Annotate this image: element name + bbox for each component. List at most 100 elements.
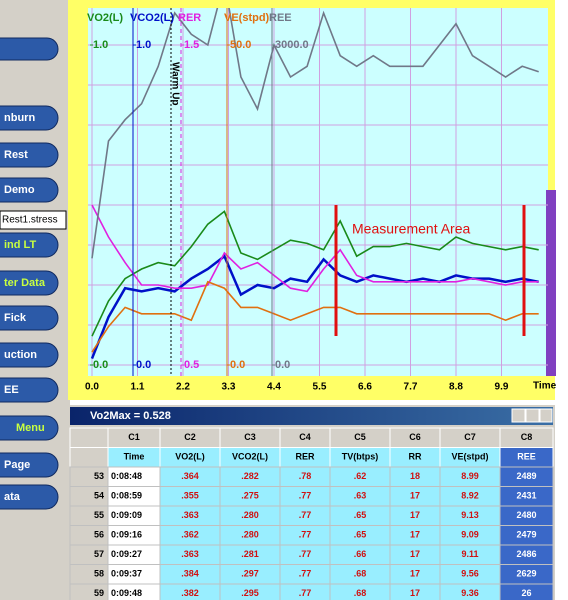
cell-text: .78 bbox=[299, 471, 312, 481]
maximize-button[interactable] bbox=[525, 408, 540, 423]
column-id: C3 bbox=[244, 432, 256, 442]
cell-text: 9.09 bbox=[461, 530, 479, 540]
button[interactable] bbox=[0, 270, 59, 296]
data-table: C1 Time C2 VO2(L) C3 VCO2(L) C4 RER C5 TV(btps) C6… bbox=[69, 427, 554, 600]
column-header: REE bbox=[517, 452, 536, 462]
column-header: TV(btps) bbox=[342, 452, 379, 462]
column-id: C7 bbox=[464, 432, 476, 442]
cell-text: 0:09:09 bbox=[111, 510, 142, 520]
series-name: VO2(L) bbox=[87, 12, 123, 24]
button-label: EE bbox=[4, 384, 19, 396]
column-header: VE(stpd) bbox=[452, 452, 489, 462]
cell-text: .65 bbox=[354, 510, 367, 520]
cell-text: 55 bbox=[94, 510, 104, 520]
cell-text: .66 bbox=[354, 549, 367, 559]
y-tick-label: 1.5 bbox=[184, 39, 199, 51]
cell-text: .363 bbox=[181, 510, 199, 520]
button-label: Rest bbox=[4, 149, 28, 161]
cell-text: 8.99 bbox=[461, 471, 479, 481]
series-line bbox=[91, 280, 539, 353]
button-label: Menu bbox=[16, 422, 45, 434]
cell-text: .68 bbox=[354, 588, 367, 598]
cell-text: 9.36 bbox=[461, 588, 479, 598]
close-button[interactable] bbox=[539, 408, 553, 423]
x-tick-label: 3.3 bbox=[222, 382, 236, 393]
column-id: C5 bbox=[354, 432, 366, 442]
cell-text: 58 bbox=[94, 569, 104, 579]
button[interactable] bbox=[0, 415, 59, 441]
column-id: C2 bbox=[184, 432, 196, 442]
cell-text: 17 bbox=[410, 588, 420, 598]
button-label: uction bbox=[4, 349, 37, 361]
cell-text: .382 bbox=[181, 588, 199, 598]
cell-text: .77 bbox=[299, 510, 312, 520]
header-cell bbox=[69, 447, 109, 468]
cell-text: .363 bbox=[181, 549, 199, 559]
y-tick-label: 0.0 bbox=[93, 359, 108, 371]
column-id: C8 bbox=[521, 432, 533, 442]
y-tick-label: 50.0 bbox=[230, 39, 251, 51]
button[interactable] bbox=[0, 105, 59, 131]
measurement-label: Measurement Area bbox=[352, 221, 470, 237]
scrollbar-strip bbox=[546, 190, 556, 376]
file-field[interactable] bbox=[0, 210, 67, 230]
x-tick-label: 8.8 bbox=[449, 382, 463, 393]
column-header: VCO2(L) bbox=[232, 452, 268, 462]
cell-text: 9.11 bbox=[461, 549, 478, 559]
cell-text: .68 bbox=[354, 569, 367, 579]
cell-text: 2489 bbox=[516, 471, 536, 481]
grid bbox=[88, 8, 548, 376]
cell-text: 2629 bbox=[516, 569, 536, 579]
cell-text: .295 bbox=[241, 588, 259, 598]
y-tick-label: 3000.0 bbox=[275, 39, 309, 51]
cell-text: 17 bbox=[410, 530, 420, 540]
column-header: RR bbox=[409, 452, 422, 462]
button[interactable] bbox=[0, 232, 59, 258]
series-line bbox=[91, 8, 539, 259]
button-label: ter Data bbox=[4, 277, 46, 289]
cell-text: .355 bbox=[181, 491, 199, 501]
column-id: C1 bbox=[128, 432, 140, 442]
title-bar bbox=[70, 407, 553, 425]
button[interactable] bbox=[0, 342, 59, 368]
cell-text: 0:09:16 bbox=[111, 530, 142, 540]
cell-text: .282 bbox=[241, 471, 259, 481]
x-tick-label: 4.4 bbox=[267, 382, 281, 393]
sidebar-buttons: nburn Rest Demo ind LT ter Data Fick uction EE M… bbox=[0, 37, 59, 510]
button-label: Demo bbox=[4, 184, 35, 196]
cell-text: 17 bbox=[410, 549, 420, 559]
minimize-button[interactable] bbox=[511, 408, 526, 423]
button[interactable] bbox=[0, 177, 59, 203]
button[interactable] bbox=[0, 37, 59, 61]
cell-text: 8.92 bbox=[461, 491, 479, 501]
cell-text: .280 bbox=[241, 510, 259, 520]
cell-text: 0:09:37 bbox=[111, 569, 142, 579]
button[interactable] bbox=[0, 452, 59, 478]
cell-text: 17 bbox=[410, 491, 420, 501]
cell-text: 2480 bbox=[516, 510, 536, 520]
sidebar bbox=[0, 0, 70, 600]
series-line bbox=[91, 210, 539, 337]
cell-text: 57 bbox=[94, 549, 104, 559]
button[interactable] bbox=[0, 142, 59, 168]
column-id: C6 bbox=[409, 432, 421, 442]
cell bbox=[499, 583, 554, 600]
x-tick-label: 1.1 bbox=[131, 382, 145, 393]
file-name: Rest1.stress bbox=[2, 215, 58, 226]
cell-text: 17 bbox=[410, 510, 420, 520]
series-name: RER bbox=[178, 12, 201, 24]
x-tick-label: 6.6 bbox=[358, 382, 372, 393]
x-tick-label: 5.5 bbox=[313, 382, 327, 393]
cell-text: 0:09:48 bbox=[111, 588, 142, 598]
button[interactable] bbox=[0, 377, 59, 403]
cell-text: 53 bbox=[94, 471, 104, 481]
button-label: nburn bbox=[4, 112, 35, 124]
x-tick-label: 0.0 bbox=[85, 382, 99, 393]
cell-text: 59 bbox=[94, 588, 104, 598]
series-name: VE(stpd) bbox=[224, 12, 270, 24]
button[interactable] bbox=[0, 305, 59, 331]
cell-text: .275 bbox=[241, 491, 259, 501]
y-tick-label: 0.5 bbox=[184, 359, 199, 371]
button[interactable] bbox=[0, 484, 59, 510]
cell-text: .297 bbox=[241, 569, 259, 579]
